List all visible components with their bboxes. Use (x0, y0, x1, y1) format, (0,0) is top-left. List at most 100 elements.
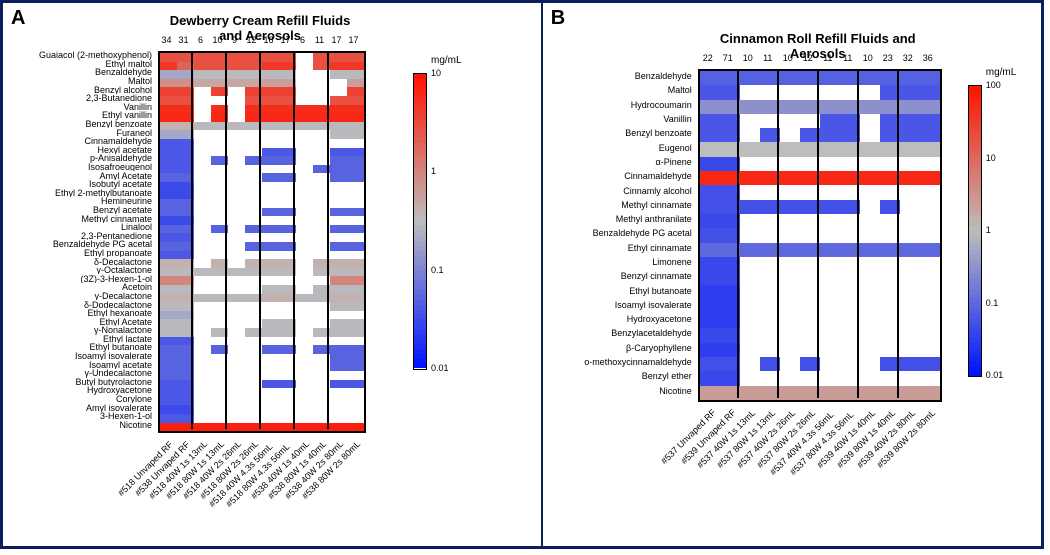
heatmap-cell (347, 423, 364, 432)
heatmap-cell (330, 62, 347, 71)
heatmap-cell (740, 371, 760, 385)
heatmap-cell (740, 271, 760, 285)
heatmap-cell (296, 148, 313, 157)
heatmap-cell (262, 105, 279, 114)
heatmap-cell (194, 165, 211, 174)
heatmap-cell (347, 345, 364, 354)
colorbar (968, 85, 982, 377)
row-label: Benzaldehyde (3, 68, 155, 77)
heatmap-cell (780, 114, 800, 128)
heatmap-cell (194, 216, 211, 225)
heatmap-cell (920, 200, 940, 214)
heatmap-cell (160, 388, 177, 397)
heatmap-cell (228, 139, 245, 148)
heatmap-cell (700, 314, 720, 328)
heatmap-cell (228, 388, 245, 397)
heatmap-cell (740, 343, 760, 357)
row-label: Ethyl cinnamate (543, 241, 695, 255)
heatmap-cell (347, 173, 364, 182)
heatmap-cell (347, 380, 364, 389)
heatmap-cell (780, 100, 800, 114)
heatmap-cell (700, 357, 720, 371)
heatmap-cell (296, 225, 313, 234)
heatmap-cell (900, 300, 920, 314)
heatmap-cell (920, 314, 940, 328)
heatmap-cell (262, 311, 279, 320)
heatmap-cell (228, 165, 245, 174)
heatmap-cell (296, 251, 313, 260)
heatmap-cell (194, 397, 211, 406)
heatmap-cell (194, 96, 211, 105)
heatmap-cell (194, 405, 211, 414)
heatmap-cell (228, 319, 245, 328)
heatmap-cell (296, 182, 313, 191)
heatmap-cell (920, 285, 940, 299)
heatmap-cell (228, 354, 245, 363)
row-label: Isoamyl isovalerate (3, 352, 155, 361)
heatmap-cell (160, 70, 177, 79)
heatmap-cell (160, 233, 177, 242)
heatmap-cell (160, 53, 177, 62)
heatmap-cell (900, 142, 920, 156)
heatmap-cell (160, 371, 177, 380)
row-label: Benzyl ether (543, 369, 695, 383)
heatmap-cell (700, 85, 720, 99)
heatmap-cell (900, 343, 920, 357)
heatmap-cell (820, 243, 840, 257)
group-divider (817, 69, 819, 398)
heatmap-cell (194, 328, 211, 337)
heatmap-cell (860, 157, 880, 171)
heatmap-cell (780, 300, 800, 314)
heatmap-cell (160, 225, 177, 234)
heatmap-cell (780, 243, 800, 257)
heatmap-cell (160, 62, 177, 71)
heatmap-cell (860, 386, 880, 400)
heatmap-cell (347, 105, 364, 114)
heatmap-cell (700, 371, 720, 385)
heatmap-cell (820, 71, 840, 85)
row-label: Hexyl acetate (3, 146, 155, 155)
heatmap-cell (920, 185, 940, 199)
heatmap-cell (330, 182, 347, 191)
heatmap-cell (820, 185, 840, 199)
heatmap-cell (262, 53, 279, 62)
heatmap-cell (860, 371, 880, 385)
heatmap-cell (347, 70, 364, 79)
heatmap-cell (160, 276, 177, 285)
heatmap-cell (296, 87, 313, 96)
heatmap-cell (160, 79, 177, 88)
heatmap-cell (920, 85, 940, 99)
heatmap-cell (296, 122, 313, 131)
heatmap-cell (700, 328, 720, 342)
heatmap-cell (820, 371, 840, 385)
heatmap-cell (700, 285, 720, 299)
heatmap-cell (228, 276, 245, 285)
heatmap-cell (160, 165, 177, 174)
heatmap-cell (860, 314, 880, 328)
heatmap-cell (700, 185, 720, 199)
heatmap-cell (900, 228, 920, 242)
heatmap-cell (262, 259, 279, 268)
colorbar-tick: 10 (986, 153, 996, 163)
heatmap-cell (262, 285, 279, 294)
heatmap-cell (228, 130, 245, 139)
heatmap-cell (347, 276, 364, 285)
heatmap-cell (860, 228, 880, 242)
colorbar-tick: 1 (986, 225, 991, 235)
heatmap-cell (330, 380, 347, 389)
heatmap-cell (860, 300, 880, 314)
heatmap-cell (194, 362, 211, 371)
heatmap-cell (820, 214, 840, 228)
row-label: Hydroxyacetone (543, 312, 695, 326)
heatmap-cell (347, 268, 364, 277)
heatmap-cell (740, 243, 760, 257)
heatmap-cell (160, 354, 177, 363)
heatmap-cell (920, 271, 940, 285)
row-label: Ethyl propanoate (3, 249, 155, 258)
group-divider (293, 51, 295, 429)
heatmap-cell (160, 199, 177, 208)
row-label: Ethyl butanoate (3, 343, 155, 352)
heatmap-cell (262, 156, 279, 165)
row-label: Corylone (3, 395, 155, 404)
heatmap-cell (262, 191, 279, 200)
